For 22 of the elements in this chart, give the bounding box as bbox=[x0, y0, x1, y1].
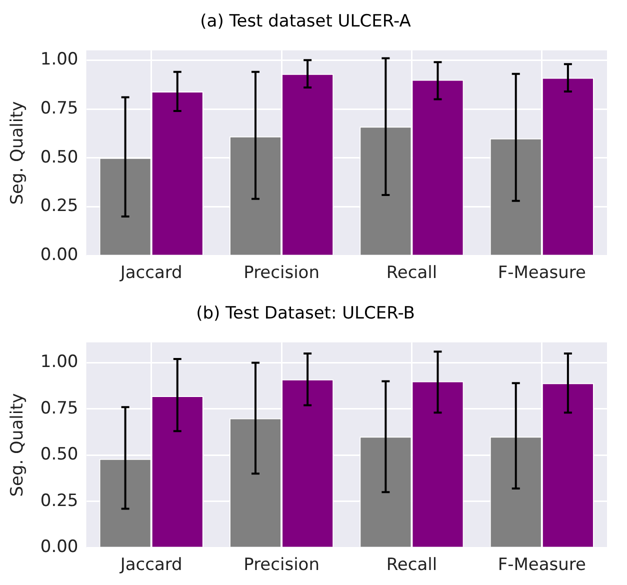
y-tick-label: 1.00 bbox=[40, 352, 78, 372]
x-tick-label: Recall bbox=[386, 555, 438, 576]
x-tick-label: F-Measure bbox=[498, 555, 586, 576]
y-tick-label: 0.00 bbox=[40, 537, 78, 558]
y-axis-title: Seg. Quality bbox=[8, 393, 28, 497]
x-tick-label: Recall bbox=[386, 263, 438, 284]
chart-title: (a) Test dataset ULCER-A bbox=[200, 12, 412, 32]
y-tick-label: 0.00 bbox=[40, 245, 78, 266]
y-tick-label: 0.25 bbox=[40, 490, 78, 511]
chart-title: (b) Test Dataset: ULCER-B bbox=[196, 304, 415, 324]
x-tick-label: Precision bbox=[244, 263, 320, 284]
y-tick-label: 1.00 bbox=[40, 50, 78, 70]
y-tick-label: 0.75 bbox=[40, 398, 78, 418]
x-tick-label: Precision bbox=[244, 555, 320, 576]
x-tick-label: F-Measure bbox=[498, 263, 586, 284]
y-tick-label: 0.50 bbox=[40, 147, 78, 168]
y-tick-label: 0.50 bbox=[40, 444, 78, 465]
x-tick-label: Jaccard bbox=[119, 263, 182, 284]
x-tick-label: Jaccard bbox=[119, 555, 182, 576]
y-axis-title: Seg. Quality bbox=[8, 101, 28, 205]
y-tick-label: 0.75 bbox=[40, 98, 78, 118]
y-tick-label: 0.25 bbox=[40, 196, 78, 216]
